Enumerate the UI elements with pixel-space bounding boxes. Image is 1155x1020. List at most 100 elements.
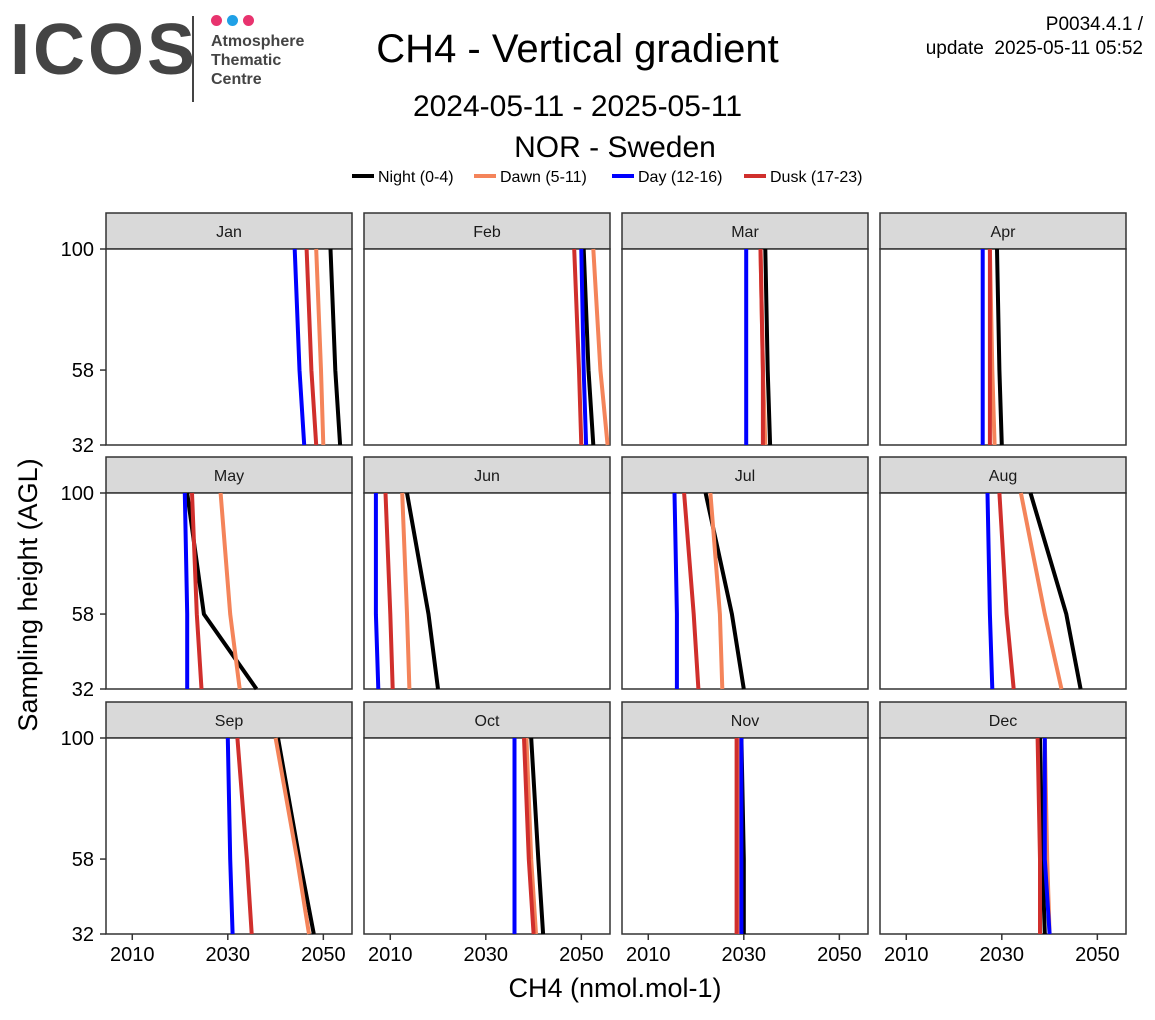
y-tick-label: 58 [72,849,94,871]
icos-logo-text: ICOS [10,10,199,90]
series-line-apr-1 [995,248,1004,446]
update-label: update [925,38,984,59]
series-line-feb-3 [579,248,589,446]
strip-label-apr: Apr [991,224,1017,241]
legend-label-2: Dawn (5-11) [500,169,587,186]
strip-label-jul: Jul [735,468,755,485]
series-line-jan-3 [292,248,307,446]
series-line-feb-4 [572,248,584,446]
series-line-aug-4 [997,492,1016,690]
update-line: update 2025-05-11 05:52 [926,38,1143,60]
strip-label-jun: Jun [474,468,500,485]
panel-area-oct [363,737,611,935]
strip-jun [363,456,611,494]
x-tick-label: 2050 [559,944,604,966]
strip-label-dec: Dec [989,713,1017,730]
series-line-jul-2 [708,492,725,690]
panel-jul: Jul [621,456,869,690]
series-line-feb-2 [591,248,610,446]
chart-subtitle: 2024-05-11 - 2025-05-11 [412,90,743,123]
panel-sep: Sep [105,701,353,935]
chart-title: CH4 - Vertical gradient [376,27,779,71]
x-tick-label: 2030 [464,944,509,966]
axes: 32 58 100 32 58 100 32 58 100 2010 2030 2050 2010 203… [13,239,1120,1003]
x-tick-label: 2030 [206,944,251,966]
panel-aug: Aug [879,456,1127,690]
series-line-sep-4 [235,737,254,935]
facet-panels: Jan Feb Mar Apr May Jun Jul Aug Sep Oct Nov Dec [105,212,1127,935]
strip-label-may: May [214,468,244,485]
panel-apr: Apr [879,212,1127,446]
strip-label-feb: Feb [473,224,501,241]
panel-nov: Nov [621,701,869,935]
logo-subtitle: Atmosphere Thematic Centre [211,32,304,89]
series-line-oct-4 [522,737,536,935]
y-tick-label: 32 [72,435,94,457]
series-line-jun-2 [400,492,412,690]
x-tick-label: 2010 [110,944,155,966]
x-tick-label: 2050 [301,944,346,966]
logo-dot-1 [211,15,222,26]
y-tick-label: 100 [61,483,94,505]
series-line-dec-4 [1035,737,1042,934]
series-line-jul-4 [682,492,701,690]
x-axis-label: CH4 (nmol.mol-1) [508,973,721,1003]
panel-may: May [105,456,353,691]
series-line-mar-4 [758,248,765,445]
series-line-jan-4 [304,248,319,446]
series-line-may-2 [218,492,242,690]
panel-area-apr [879,248,1127,446]
x-tick-label: 2050 [1075,944,1120,966]
strip-oct [363,701,611,739]
panel-oct: Oct [363,701,611,935]
x-tick-label: 2010 [368,944,413,966]
logo-subtitle-line-2: Thematic [211,52,282,69]
panel-jun: Jun [363,456,611,690]
y-tick-label: 100 [61,239,94,261]
y-tick-label: 100 [61,728,94,750]
panel-area-jul [621,492,869,690]
logo-dots [211,15,256,27]
x-tick-label: 2050 [817,944,862,966]
x-tick-label: 2030 [980,944,1025,966]
series-line-dec-1 [1038,737,1047,935]
logo-subtitle-line-3: Centre [211,71,262,88]
legend: Night (0-4) Dawn (5-11) Day (12-16) Dusk (1… [352,169,862,186]
strip-label-mar: Mar [731,224,759,241]
series-line-sep-1 [276,737,316,935]
strip-sep [105,701,353,739]
legend-label-4: Dusk (17-23) [770,169,862,186]
strip-may [105,456,353,494]
logo-dot-3 [243,15,254,26]
series-line-oct-2 [524,737,538,935]
strip-nov [621,701,869,739]
series-line-jun-4 [383,492,395,690]
strip-mar [621,212,869,250]
series-line-aug-2 [1018,492,1064,690]
series-line-dec-3 [1042,738,1052,935]
x-tick-label: 2010 [884,944,929,966]
series-line-sep-3 [225,737,235,935]
series-line-may-3 [182,492,190,689]
series-line-jun-3 [373,493,381,690]
y-tick-label: 32 [72,679,94,701]
series-line-aug-1 [1028,492,1083,690]
panel-area-feb [363,248,611,446]
x-tick-label: 2010 [626,944,671,966]
strip-label-sep: Sep [215,713,244,730]
chart-station: NOR - Sweden [514,131,716,164]
panel-area-dec [879,737,1127,935]
strip-label-aug: Aug [989,468,1017,485]
y-axis-label: Sampling height (AGL) [13,458,43,731]
panel-feb: Feb [363,212,611,446]
y-tick-label: 58 [72,360,94,382]
update-time: 2025-05-11 05:52 [994,38,1143,59]
series-line-aug-3 [985,492,995,690]
panel-jan: Jan [105,212,353,446]
product-id: P0034.4.1 / [1045,14,1143,35]
logo-dot-2 [227,15,238,26]
series-line-may-4 [190,492,204,690]
x-tick-label: 2030 [722,944,767,966]
strip-apr [879,212,1127,250]
